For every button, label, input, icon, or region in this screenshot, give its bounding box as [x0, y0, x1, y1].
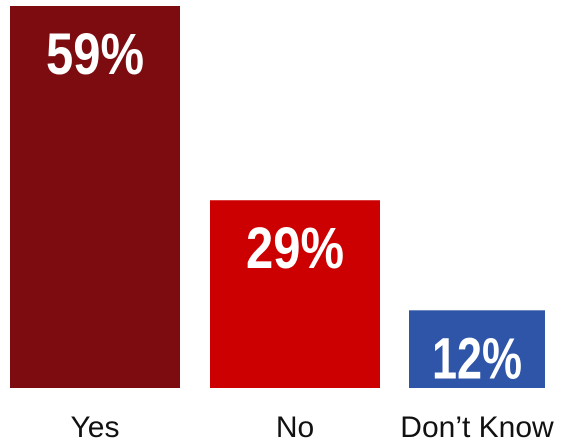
bar-yes	[10, 6, 180, 388]
category-labels-group: Yes No Don’t Know	[71, 411, 555, 443]
category-label-don-t-know: Don’t Know	[400, 411, 554, 443]
value-labels-group: 59% 29% 12%	[46, 22, 522, 391]
value-label-no: 29%	[246, 216, 344, 281]
category-label-yes: Yes	[71, 411, 120, 443]
value-label-yes: 59%	[46, 22, 144, 87]
bars-group	[10, 6, 545, 388]
category-label-no: No	[276, 411, 314, 443]
bar-no	[210, 200, 380, 388]
bar-don-t-know	[409, 310, 545, 388]
value-label-don-t-know: 12%	[432, 326, 522, 391]
